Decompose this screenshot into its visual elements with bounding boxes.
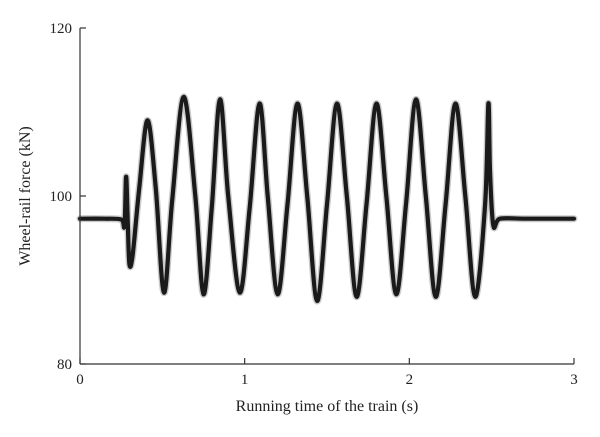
x-tick-label: 3: [570, 372, 578, 388]
series-point: [483, 202, 487, 206]
series-point: [404, 202, 408, 206]
series-point: [154, 186, 158, 190]
series-point: [103, 217, 107, 221]
series-point: [523, 217, 527, 221]
series-point: [572, 217, 576, 221]
series-point: [162, 291, 166, 295]
series-point: [394, 292, 398, 296]
y-tick-label: 100: [50, 189, 73, 205]
series-point: [218, 97, 222, 101]
series-point: [374, 102, 378, 106]
tick-labels: 0 1 2 3 80 100 120: [50, 21, 578, 388]
series-point: [498, 217, 502, 221]
y-axis-label: Wheel-rail force (kN): [17, 126, 34, 265]
series-point: [122, 223, 127, 227]
x-tick-label: 2: [406, 372, 414, 388]
series-point: [276, 292, 280, 296]
series-point: [486, 102, 490, 106]
series-point: [137, 186, 141, 190]
x-tick-label: 1: [241, 372, 249, 388]
series-point: [355, 295, 359, 299]
series-point: [547, 217, 551, 221]
series-point: [463, 194, 467, 198]
series-point: [248, 207, 252, 211]
series-point: [131, 253, 135, 257]
series-point: [364, 202, 369, 206]
x-tick-label: 0: [76, 372, 84, 388]
series-point: [257, 102, 262, 106]
series-point: [305, 194, 309, 198]
series-point: [345, 194, 349, 198]
series-point: [170, 198, 174, 202]
series-point: [434, 295, 438, 299]
tick-marks: [79, 27, 575, 365]
series-point: [315, 299, 319, 303]
series-point: [491, 223, 495, 227]
series-point: [226, 194, 230, 198]
series-point: [295, 102, 299, 106]
series-point: [145, 118, 150, 122]
series-point: [193, 194, 197, 198]
series-point: [119, 217, 123, 222]
series-point: [127, 262, 131, 266]
series-point: [285, 202, 290, 206]
series-point: [384, 194, 388, 198]
series-point: [210, 207, 214, 211]
series-point: [201, 292, 206, 296]
series-point: [414, 97, 418, 101]
plot-area: [76, 93, 578, 305]
series-point: [182, 95, 186, 99]
x-axis-label: Running time of the train (s): [236, 398, 419, 415]
series-point: [126, 221, 130, 225]
series-point: [335, 102, 339, 106]
series-point: [473, 295, 477, 299]
series-point: [124, 175, 128, 179]
series-point: [453, 102, 457, 106]
series-point: [488, 169, 492, 173]
series-point: [325, 202, 329, 206]
series-point: [266, 194, 270, 198]
series-point: [238, 291, 242, 295]
y-tick-label: 80: [57, 357, 72, 373]
series-point: [424, 194, 428, 198]
series-point: [444, 202, 448, 206]
y-tick-label: 120: [50, 21, 73, 37]
